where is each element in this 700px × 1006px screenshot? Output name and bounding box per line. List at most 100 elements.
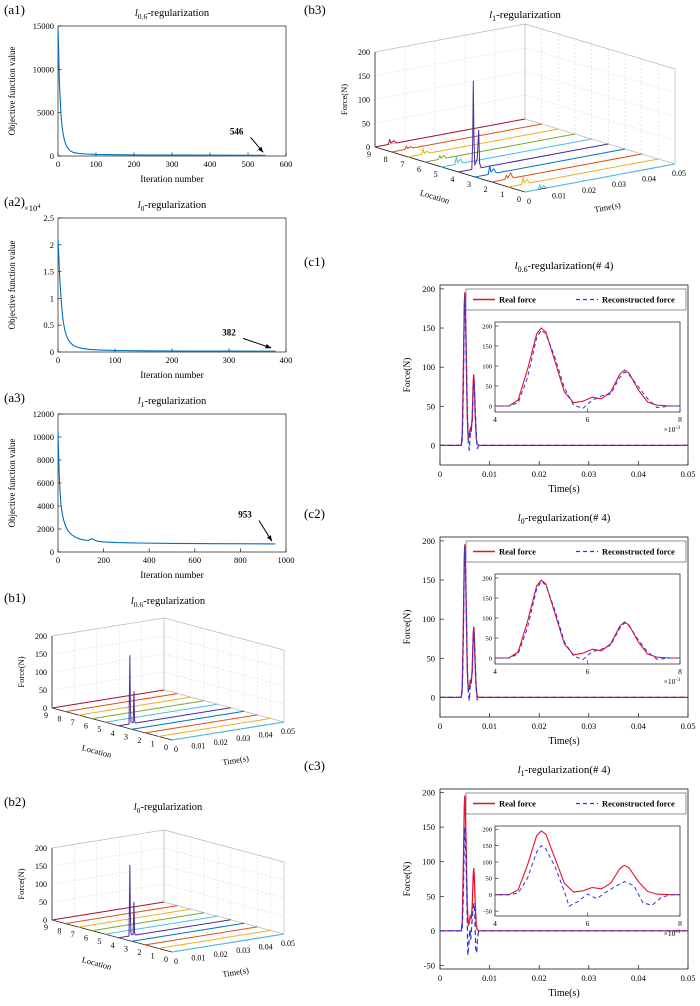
svg-text:0: 0	[489, 892, 492, 899]
panel-c3: (c3) 0 0.01 0.02 0.03 0.04 0.05 -50 0 50 100 150 20…	[300, 756, 700, 1006]
svg-text:Location: Location	[81, 742, 113, 760]
svg-text:Location: Location	[419, 187, 452, 205]
svg-text:200: 200	[482, 323, 492, 330]
svg-text:2: 2	[137, 948, 141, 957]
panel-label-b2: (b2)	[4, 794, 26, 809]
svg-text:5: 5	[97, 937, 101, 946]
svg-text:Objective function value: Objective function value	[7, 439, 17, 528]
svg-text:600: 600	[280, 159, 293, 169]
svg-text:0: 0	[50, 547, 54, 557]
svg-text:0: 0	[56, 555, 60, 565]
svg-text:0.02: 0.02	[532, 973, 547, 983]
svg-text:50: 50	[486, 635, 493, 642]
svg-text:0: 0	[50, 347, 54, 357]
svg-text:100: 100	[109, 355, 122, 365]
svg-text:9: 9	[367, 150, 371, 159]
svg-text:l0-regularization: l0-regularization	[138, 200, 207, 213]
svg-text:200: 200	[422, 284, 435, 294]
svg-text:600: 600	[188, 555, 201, 565]
svg-text:100: 100	[482, 859, 492, 866]
svg-text:0.05: 0.05	[281, 727, 295, 736]
svg-text:0.05: 0.05	[681, 469, 696, 479]
svg-text:8000: 8000	[37, 455, 54, 465]
svg-text:8: 8	[384, 155, 388, 164]
svg-text:8: 8	[57, 715, 61, 724]
svg-text:150: 150	[35, 650, 47, 659]
svg-text:7: 7	[71, 930, 75, 939]
svg-text:50: 50	[427, 891, 436, 901]
svg-text:6: 6	[84, 722, 88, 731]
svg-text:Time(s): Time(s)	[548, 484, 579, 495]
svg-text:×104: ×104	[24, 203, 41, 213]
svg-text:0.03: 0.03	[236, 734, 250, 743]
svg-text:50: 50	[362, 119, 370, 128]
svg-text:×10-3: ×10-3	[664, 929, 681, 938]
panel-b3: (b3) 0 50 100 150 200 0 0.01 0.02 0.03 0.04 0.05 0 1…	[300, 0, 700, 252]
svg-text:Force(N): Force(N)	[16, 656, 26, 687]
svg-text:0: 0	[438, 973, 442, 983]
svg-text:Time(s): Time(s)	[548, 988, 579, 999]
svg-text:150: 150	[482, 595, 492, 602]
svg-text:0.5: 0.5	[43, 320, 54, 330]
svg-text:150: 150	[422, 822, 435, 832]
svg-text:1000: 1000	[278, 555, 295, 565]
svg-text:0.01: 0.01	[552, 191, 566, 200]
svg-text:0: 0	[527, 197, 531, 206]
svg-text:0.03: 0.03	[236, 946, 250, 955]
svg-text:150: 150	[482, 843, 492, 850]
svg-text:l1-regularization: l1-regularization	[489, 9, 561, 23]
svg-text:0.01: 0.01	[482, 973, 497, 983]
svg-text:400: 400	[204, 159, 217, 169]
svg-text:0.04: 0.04	[631, 469, 647, 479]
panel-a1: (a1) 0 100 200 300 400 500 600 0 5000 10000 15000 l…	[0, 0, 300, 192]
svg-text:3: 3	[124, 944, 128, 953]
panel-b1: (b1) 0 50 100 150 200 0 0.01 0.02 0.03 0.04 0.05 0 1…	[0, 588, 300, 792]
svg-text:0.02: 0.02	[214, 738, 228, 747]
chart-c3-force-l1: 0 0.01 0.02 0.03 0.04 0.05-50050100150200Real…	[402, 764, 695, 999]
svg-text:Real force: Real force	[499, 547, 536, 557]
svg-text:50: 50	[427, 401, 436, 411]
svg-text:15000: 15000	[33, 21, 54, 31]
svg-text:8: 8	[678, 415, 682, 424]
svg-text:50: 50	[39, 686, 47, 695]
svg-text:200: 200	[422, 536, 435, 546]
svg-text:6: 6	[586, 919, 590, 928]
chart-a2-convergence-l0: 0 100 200 300 400 0 0.5 1 1.5 2 2.5 l0-regularizati…	[7, 200, 293, 381]
svg-text:12000: 12000	[33, 409, 54, 419]
svg-text:100: 100	[35, 668, 47, 677]
panel-a3: (a3) 0 200 400 600 800 1000 0 2000 4000 6000 8000 1…	[0, 388, 300, 588]
svg-text:50: 50	[39, 898, 47, 907]
panel-label-a2: (a2)	[4, 194, 25, 209]
svg-text:300: 300	[223, 355, 236, 365]
svg-text:0.02: 0.02	[214, 950, 228, 959]
chart-c1-force-l06: 0 0.01 0.02 0.03 0.04 0.05 0 50 100 150 200 Real fo…	[402, 260, 696, 495]
svg-text:100: 100	[35, 880, 47, 889]
svg-text:9: 9	[44, 923, 48, 932]
svg-text:200: 200	[482, 827, 492, 834]
svg-text:200: 200	[35, 844, 47, 853]
svg-text:100: 100	[422, 857, 435, 867]
svg-text:2: 2	[50, 240, 54, 250]
panel-a2: (a2) 0 100 200 300 400 0 0.5 1 1.5 2 2.5 l0-regular…	[0, 192, 300, 388]
svg-text:300: 300	[166, 159, 179, 169]
svg-text:6000: 6000	[37, 478, 54, 488]
svg-text:7: 7	[400, 160, 404, 169]
svg-text:Objective function value: Objective function value	[7, 241, 17, 330]
svg-text:0: 0	[438, 721, 442, 731]
svg-text:0.02: 0.02	[582, 186, 596, 195]
svg-text:400: 400	[280, 355, 293, 365]
svg-text:l0.6-regularization: l0.6-regularization	[131, 596, 206, 609]
svg-text:Real force: Real force	[499, 799, 536, 809]
chart-c2-force-l0: 0 0.01 0.02 0.03 0.04 0.05 0 50 100 150 200 Real fo…	[402, 512, 695, 747]
panel-label-c3: (c3)	[304, 758, 325, 773]
svg-text:Force(N): Force(N)	[16, 868, 26, 899]
panel-c2: (c2) 0 0.01 0.02 0.03 0.04 0.05 0 50 100 150 200 Re…	[300, 504, 700, 756]
svg-text:800: 800	[234, 555, 247, 565]
panel-label-a1: (a1)	[4, 2, 25, 17]
svg-text:0.04: 0.04	[259, 943, 273, 952]
svg-text:382: 382	[222, 327, 236, 337]
svg-text:6: 6	[586, 667, 590, 676]
svg-text:4: 4	[450, 175, 454, 184]
svg-text:Iteration number: Iteration number	[140, 371, 204, 381]
